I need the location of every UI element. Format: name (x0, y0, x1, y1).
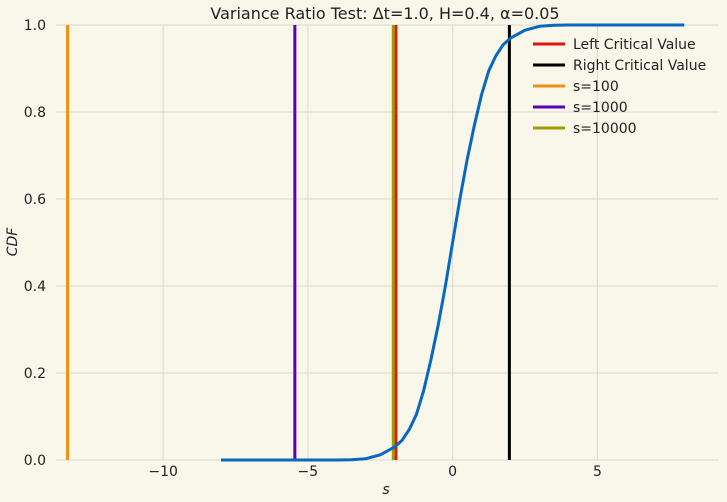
y-tick-label: 0.4 (24, 279, 46, 295)
x-tick-label: 0 (448, 464, 457, 480)
x-tick-label: −5 (298, 464, 319, 480)
legend-label: s=10000 (573, 121, 637, 137)
y-tick-label: 1.0 (24, 18, 46, 34)
y-tick-label: 0.0 (24, 453, 46, 469)
x-tick-label: 5 (593, 464, 602, 480)
y-tick-label: 0.8 (24, 105, 46, 121)
legend-label: s=1000 (573, 100, 628, 116)
tick-labels: 0.0 0.2 0.4 0.6 0.8 1.0 −10 −5 0 5 (24, 18, 602, 480)
cdf-curve (221, 23, 685, 462)
y-axis-label: CDF (5, 227, 21, 257)
legend: Left Critical Value Right Critical Value s… (533, 37, 706, 137)
x-axis-label: s (382, 482, 389, 498)
chart-title: Variance Ratio Test: Δt=1.0, H=0.4, α=0.… (210, 4, 559, 23)
x-tick-label: −10 (148, 464, 178, 480)
y-tick-label: 0.2 (24, 366, 46, 382)
cdf-curve-layer (221, 23, 685, 462)
y-tick-label: 0.6 (24, 192, 46, 208)
legend-label: Left Critical Value (573, 37, 696, 53)
legend-label: Right Critical Value (573, 58, 706, 74)
critical-value-lines (66, 25, 511, 460)
legend-label: s=100 (573, 79, 619, 95)
